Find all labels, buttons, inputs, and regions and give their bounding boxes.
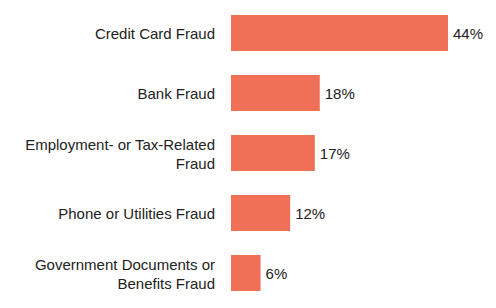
svg-text:12%: 12% (295, 205, 325, 222)
svg-text:Government Documents orBenefit: Government Documents orBenefits Fraud (35, 255, 215, 291)
svg-text:Phone or Utilities Fraud: Phone or Utilities Fraud (58, 205, 215, 222)
svg-text:Credit Card Fraud: Credit Card Fraud (95, 25, 215, 42)
svg-text:17%: 17% (320, 145, 350, 162)
svg-text:6%: 6% (266, 265, 288, 282)
svg-text:44%: 44% (453, 25, 483, 42)
svg-text:18%: 18% (325, 85, 355, 102)
svg-text:Employment- or Tax-RelatedFrau: Employment- or Tax-RelatedFraud (25, 135, 215, 171)
svg-text:Bank Fraud: Bank Fraud (137, 85, 215, 102)
